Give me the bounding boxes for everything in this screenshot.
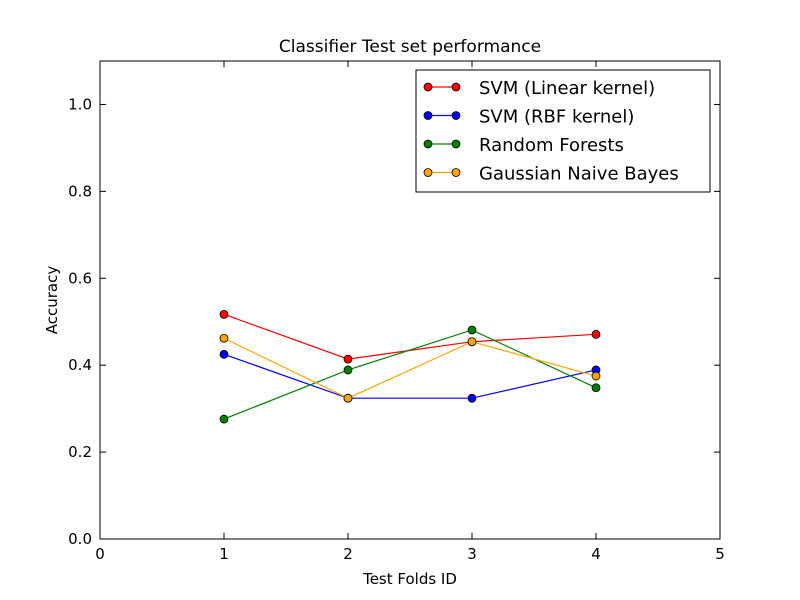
x-axis-label: Test Folds ID <box>362 570 457 588</box>
legend-marker <box>451 139 461 149</box>
legend-marker <box>451 168 461 177</box>
series-layer <box>219 309 601 424</box>
data-point <box>343 365 353 375</box>
x-tick-label: 0 <box>95 545 105 563</box>
data-point <box>343 354 353 364</box>
x-tick-label: 1 <box>219 545 229 563</box>
legend-box <box>415 69 711 193</box>
legend-label: Gaussian Naive Bayes <box>479 164 679 185</box>
x-tick-label: 2 <box>343 545 353 563</box>
data-point <box>467 393 477 403</box>
legend-marker <box>423 82 433 92</box>
legend-label: SVM (Linear kernel) <box>479 78 655 99</box>
legend-entry: Gaussian Naive Bayes <box>423 164 679 185</box>
data-point <box>219 309 229 319</box>
x-tick-label: 3 <box>467 545 477 563</box>
series-3 <box>219 333 601 403</box>
data-point <box>591 371 601 381</box>
data-point <box>343 393 353 403</box>
legend-entry: Random Forests <box>423 135 624 156</box>
legend: SVM (Linear kernel) SVM (RBF kernel) Rando… <box>415 69 711 193</box>
series-line <box>223 353 597 399</box>
data-point <box>591 329 601 339</box>
legend-entry: SVM (RBF kernel) <box>423 107 634 128</box>
data-point <box>467 337 477 347</box>
x-tick-label: 5 <box>715 545 725 563</box>
y-tick-label: 0.4 <box>68 356 92 374</box>
data-point <box>219 414 229 424</box>
chart-title: Classifier Test set performance <box>279 37 541 57</box>
y-axis-label: Accuracy <box>43 266 61 335</box>
y-tick-label: 0.2 <box>68 443 92 461</box>
legend-entry: SVM (Linear kernel) <box>423 78 655 99</box>
data-point <box>591 383 601 393</box>
y-tick-label: 0.8 <box>68 182 92 200</box>
data-point <box>219 349 229 359</box>
ticks-layer: 0 1 2 3 4 5 0.0 0.2 0.4 0.6 0.8 1.0 <box>68 61 725 563</box>
series-line <box>223 337 597 399</box>
legend-marker <box>423 168 433 177</box>
legend-label: SVM (RBF kernel) <box>479 107 634 128</box>
data-point <box>467 325 477 335</box>
x-tick-label: 4 <box>591 545 601 563</box>
legend-marker <box>451 111 461 120</box>
data-point <box>219 333 229 343</box>
legend-marker <box>423 139 433 149</box>
y-tick-label: 1.0 <box>68 95 92 113</box>
plot-frame <box>99 60 721 540</box>
legend-marker <box>451 82 461 92</box>
legend-label: Random Forests <box>479 135 624 156</box>
y-tick-label: 0.0 <box>68 530 92 548</box>
y-tick-label: 0.6 <box>68 269 92 287</box>
legend-marker <box>423 111 433 120</box>
